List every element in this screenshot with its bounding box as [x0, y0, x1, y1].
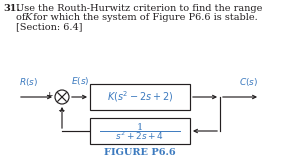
- Text: 31.: 31.: [3, 4, 20, 13]
- FancyBboxPatch shape: [90, 84, 190, 110]
- Text: of: of: [16, 13, 29, 22]
- Text: +: +: [46, 91, 53, 100]
- Text: $R(s)$: $R(s)$: [19, 76, 38, 88]
- Text: K: K: [24, 13, 32, 22]
- Text: $E(s)$: $E(s)$: [71, 75, 90, 87]
- Text: $K(s^2-2s+2)$: $K(s^2-2s+2)$: [107, 90, 173, 104]
- Text: FIGURE P6.6: FIGURE P6.6: [104, 148, 176, 157]
- Text: $s^2+2s+4$: $s^2+2s+4$: [115, 130, 164, 142]
- Text: [Section: 6.4]: [Section: 6.4]: [16, 22, 82, 31]
- Text: $C(s)$: $C(s)$: [239, 76, 258, 88]
- FancyBboxPatch shape: [90, 118, 190, 144]
- Text: for which the system of Figure P6.6 is stable.: for which the system of Figure P6.6 is s…: [30, 13, 258, 22]
- Text: Use the Routh-Hurwitz criterion to find the range: Use the Routh-Hurwitz criterion to find …: [16, 4, 262, 13]
- Text: −: −: [57, 105, 65, 115]
- Text: 1: 1: [137, 122, 143, 132]
